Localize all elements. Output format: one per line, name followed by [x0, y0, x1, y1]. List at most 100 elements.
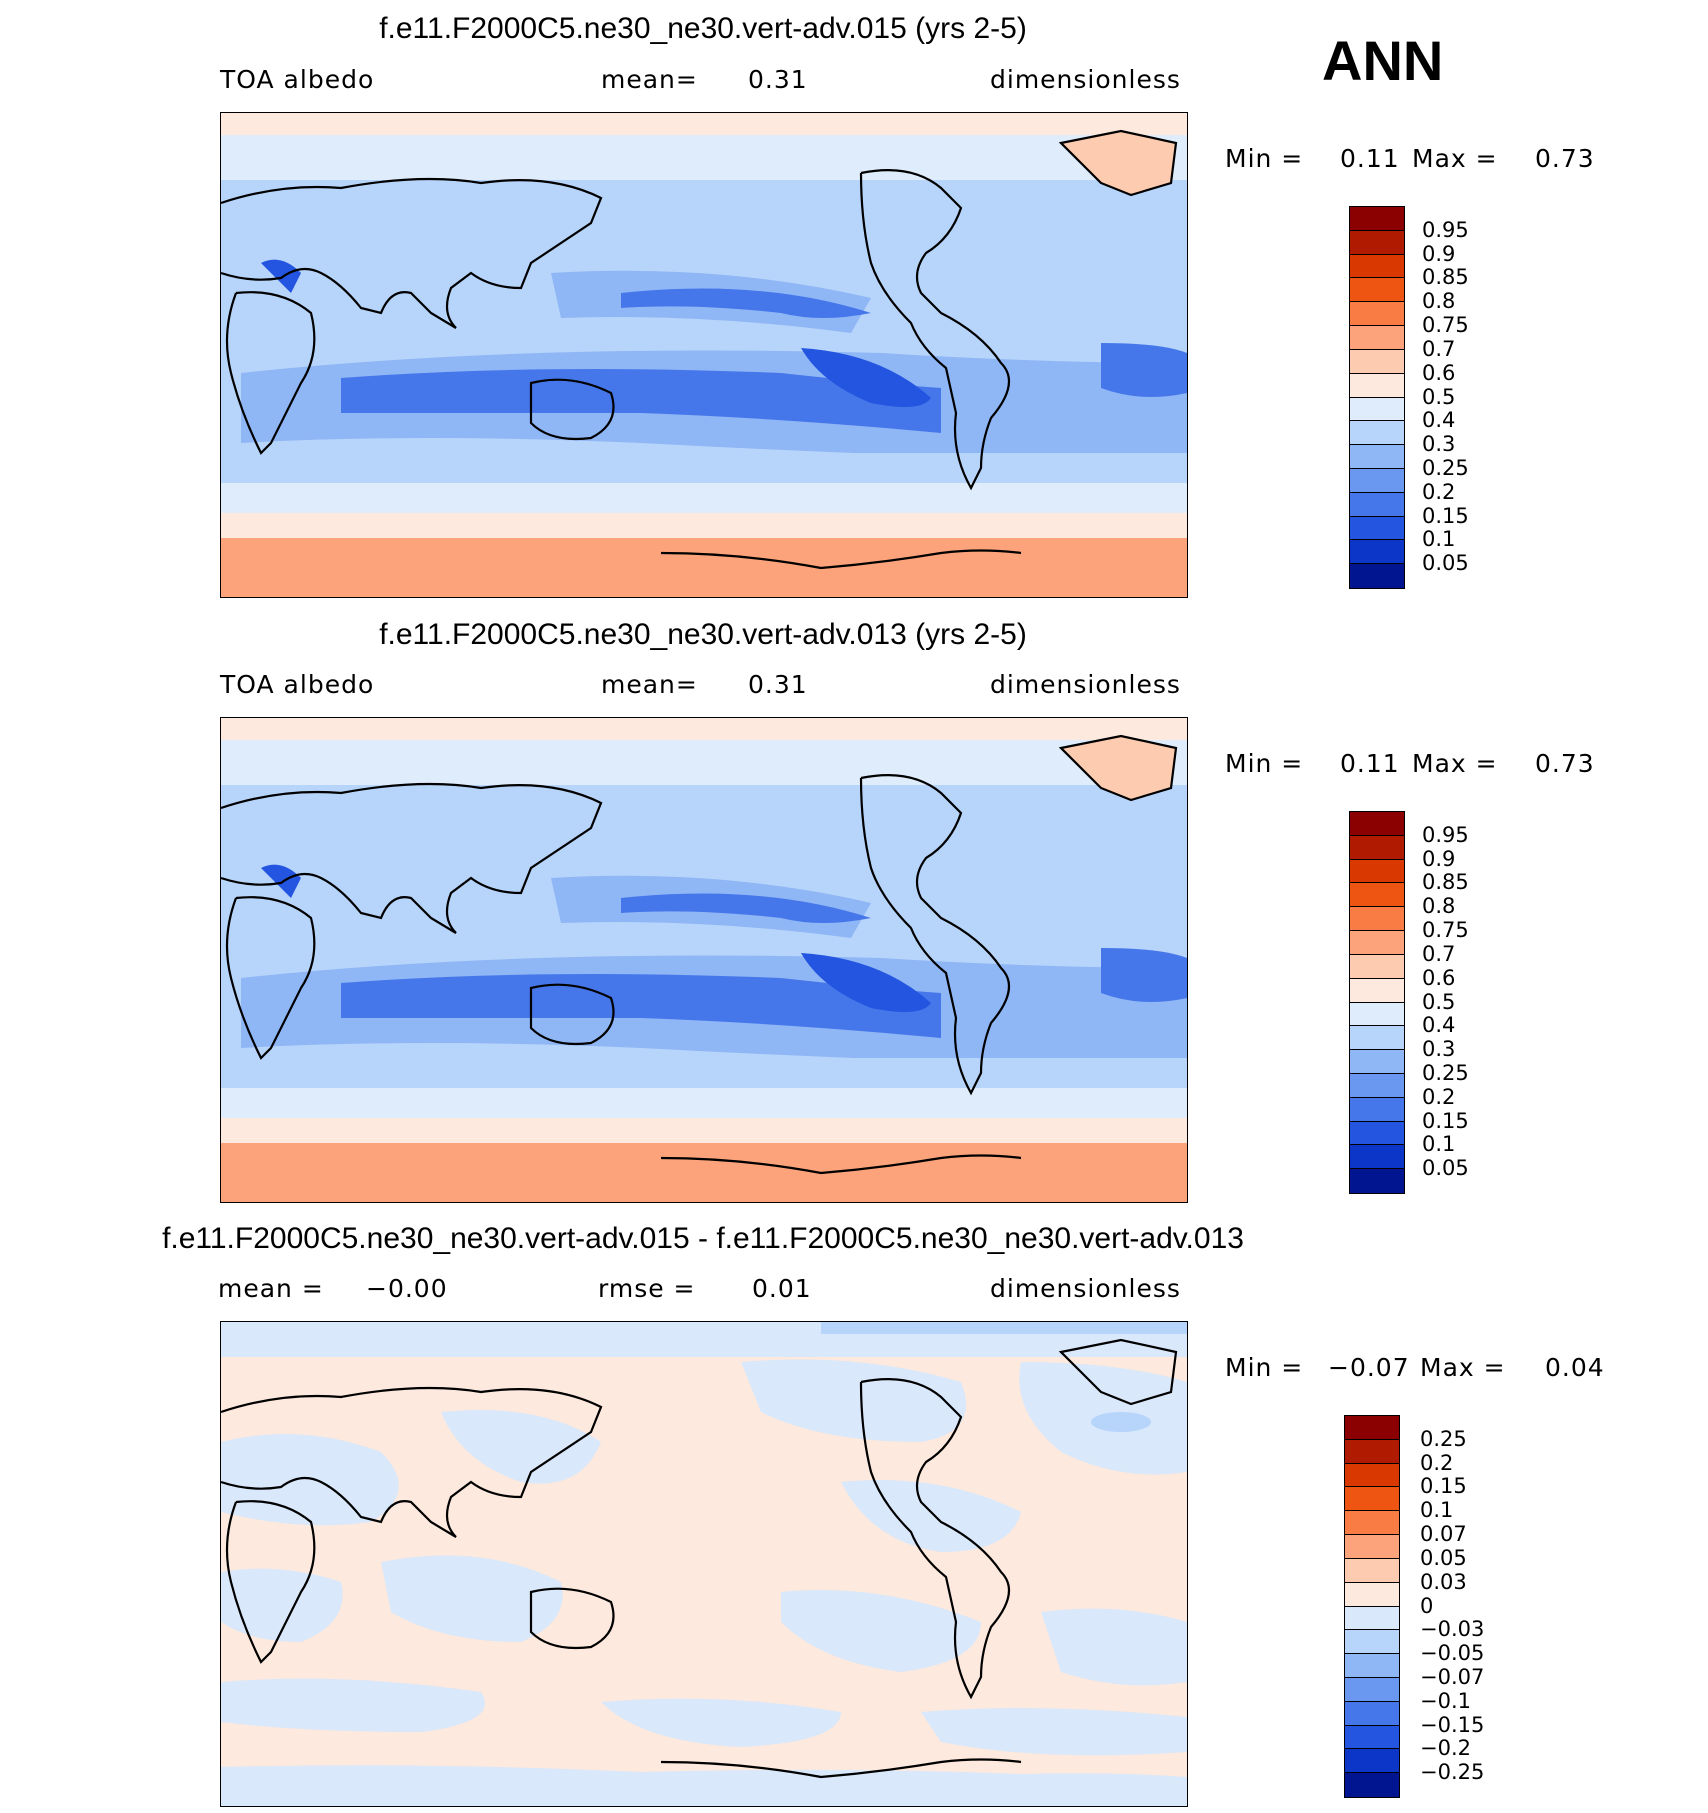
colorbar-swatch	[1345, 1487, 1399, 1512]
panel3-mean-value: −0.00	[366, 1274, 448, 1303]
panel1-units-label: dimensionless	[990, 65, 1181, 94]
panel2-south-atlantic-low	[1101, 948, 1187, 1002]
colorbar-tick-label: 0.05	[1420, 1545, 1467, 1570]
panel3-rmse-value: 0.01	[752, 1274, 812, 1303]
panel3-negative-anomaly-patches	[221, 1322, 1187, 1806]
panel2-colorbar	[1349, 811, 1405, 1194]
colorbar-tick-label: 0.3	[1422, 1037, 1456, 1062]
panel3-min-value: −0.07	[1328, 1353, 1410, 1382]
colorbar-tick-label: 0.25	[1422, 455, 1469, 480]
colorbar-tick-label: 0.4	[1422, 1013, 1456, 1038]
colorbar-swatch	[1350, 1026, 1404, 1051]
colorbar-tick-label: 0.95	[1422, 217, 1469, 242]
panel2-antarctica-high	[221, 1143, 1187, 1202]
colorbar-tick-label: 0.75	[1422, 918, 1469, 943]
colorbar-swatch	[1350, 1073, 1404, 1098]
panel3-max-value: 0.04	[1545, 1353, 1605, 1382]
greenland-high-albedo	[1061, 131, 1176, 195]
colorbar-swatch	[1350, 326, 1404, 350]
panel3-coastlines	[221, 1338, 1178, 1779]
panel2-tropical-low	[341, 974, 941, 1038]
colorbar-tick-label: 0.8	[1422, 894, 1456, 919]
colorbar-tick-label: 0.5	[1422, 989, 1456, 1014]
colorbar-tick-label: 0.15	[1422, 1108, 1469, 1133]
colorbar-tick-label: −0.05	[1420, 1641, 1485, 1666]
colorbar-tick-label: 0.5	[1422, 384, 1456, 409]
panel2-mean-label: mean=	[601, 670, 698, 699]
colorbar-swatch	[1350, 859, 1404, 884]
panel2-max-label: Max =	[1412, 749, 1498, 778]
colorbar-tick-label: 0.03	[1420, 1569, 1467, 1594]
panel3-min-label: Min =	[1225, 1353, 1304, 1382]
colorbar-tick-label: 0.25	[1422, 1060, 1469, 1085]
panel1-mean-label: mean=	[601, 65, 698, 94]
colorbar-swatch	[1350, 516, 1404, 541]
colorbar-tick-label: 0.2	[1420, 1450, 1454, 1475]
panel3-units-label: dimensionless	[990, 1274, 1181, 1303]
colorbar-tick-label: −0.2	[1420, 1736, 1471, 1761]
colorbar-swatch	[1350, 1097, 1404, 1122]
panel3-colorbar	[1344, 1415, 1400, 1798]
colorbar-swatch	[1350, 907, 1404, 932]
colorbar-swatch	[1345, 1416, 1399, 1440]
colorbar-swatch	[1345, 1582, 1399, 1607]
panel2-mean-value: 0.31	[748, 670, 808, 699]
colorbar-swatch	[1350, 468, 1404, 493]
greenland-high-albedo	[1061, 736, 1176, 800]
colorbar-swatch	[1345, 1749, 1399, 1774]
panel3-map	[220, 1321, 1188, 1807]
colorbar-tick-label: 0.25	[1420, 1426, 1467, 1451]
season-label: ANN	[1322, 29, 1444, 92]
colorbar-swatch	[1350, 492, 1404, 517]
panel2-map	[220, 717, 1188, 1203]
panel1-variable-label: TOA albedo	[220, 65, 375, 94]
panel1-min-label: Min =	[1225, 144, 1304, 173]
colorbar-swatch	[1345, 1558, 1399, 1583]
panel3-rmse-label: rmse =	[598, 1274, 696, 1303]
panel2-variable-label: TOA albedo	[220, 670, 375, 699]
panel1-mediterranean	[261, 259, 301, 293]
colorbar-tick-label: 0.15	[1420, 1474, 1467, 1499]
colorbar-tick-label: 0.15	[1422, 503, 1469, 528]
colorbar-swatch	[1350, 278, 1404, 303]
colorbar-swatch	[1345, 1654, 1399, 1678]
colorbar-tick-label: 0.3	[1422, 432, 1456, 457]
colorbar-swatch	[1345, 1701, 1399, 1726]
colorbar-swatch	[1350, 254, 1404, 279]
colorbar-swatch	[1345, 1463, 1399, 1488]
colorbar-tick-label: −0.25	[1420, 1760, 1485, 1785]
colorbar-swatch	[1345, 1630, 1399, 1655]
colorbar-tick-label: 0.9	[1422, 846, 1456, 871]
panel1-south-atlantic-low	[1101, 343, 1187, 397]
colorbar-swatch	[1350, 1121, 1404, 1146]
colorbar-swatch	[1345, 1439, 1399, 1464]
colorbar-tick-label: 0.7	[1422, 941, 1456, 966]
panel1-southeast-pacific-min	[801, 348, 931, 407]
colorbar-tick-label: 0.6	[1422, 965, 1456, 990]
colorbar-swatch	[1345, 1725, 1399, 1750]
colorbar-tick-label: 0.85	[1422, 870, 1469, 895]
colorbar-tick-label: 0.75	[1422, 313, 1469, 338]
panel1-map	[220, 112, 1188, 598]
colorbar-tick-label: 0.85	[1422, 265, 1469, 290]
colorbar-tick-label: 0.1	[1422, 527, 1456, 552]
colorbar-swatch	[1345, 1511, 1399, 1536]
panel1-coastlines	[221, 129, 1178, 570]
panel1-max-label: Max =	[1412, 144, 1498, 173]
colorbar-swatch	[1350, 349, 1404, 374]
colorbar-swatch	[1350, 230, 1404, 255]
colorbar-swatch	[1350, 883, 1404, 908]
panel1-min-value: 0.11	[1340, 144, 1400, 173]
panel2-max-value: 0.73	[1535, 749, 1595, 778]
panel2-mediterranean	[261, 864, 301, 898]
panel1-mean-value: 0.31	[748, 65, 808, 94]
panel1-tropical-low	[341, 369, 941, 433]
colorbar-swatch	[1350, 207, 1404, 231]
colorbar-tick-label: 0.7	[1422, 336, 1456, 361]
colorbar-tick-label: −0.1	[1420, 1688, 1471, 1713]
colorbar-swatch	[1345, 1535, 1399, 1559]
colorbar-tick-label: 0.95	[1422, 822, 1469, 847]
panel2-min-label: Min =	[1225, 749, 1304, 778]
panel3-stronger-negative-patches	[821, 1322, 1187, 1432]
colorbar-tick-label: 0.1	[1420, 1498, 1454, 1523]
